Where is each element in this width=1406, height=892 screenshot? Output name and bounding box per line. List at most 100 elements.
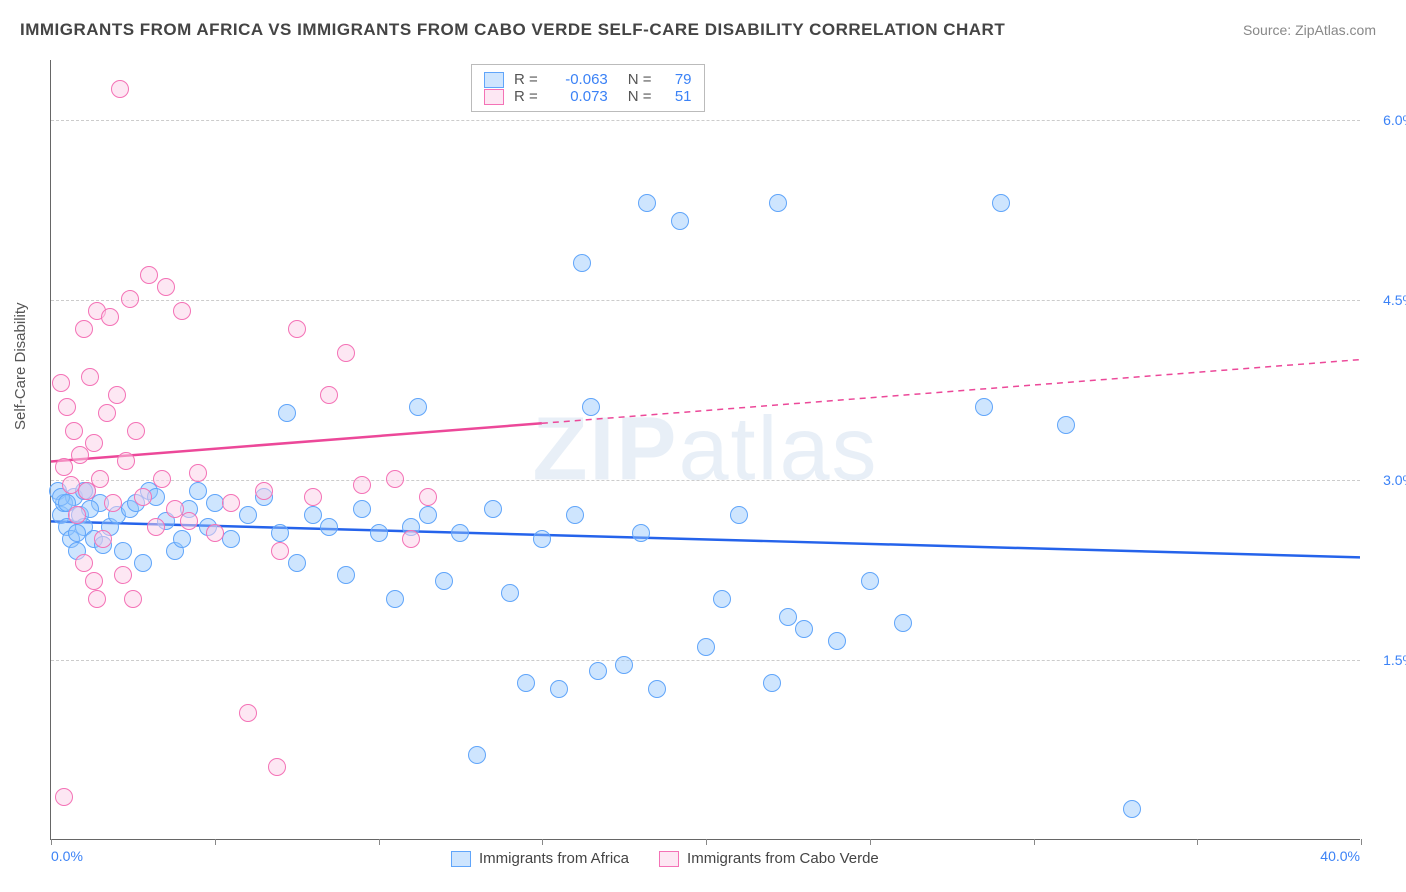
data-point: [671, 212, 689, 230]
data-point: [648, 680, 666, 698]
data-point: [62, 476, 80, 494]
data-point: [861, 572, 879, 590]
source-label: Source: ZipAtlas.com: [1243, 22, 1376, 38]
data-point: [52, 374, 70, 392]
grid-line-h: [51, 300, 1360, 301]
x-tick-mark: [706, 839, 707, 845]
x-axis-min-label: 0.0%: [51, 848, 83, 864]
data-point: [582, 398, 600, 416]
data-point: [320, 518, 338, 536]
data-point: [288, 554, 306, 572]
data-point: [222, 530, 240, 548]
data-point: [140, 266, 158, 284]
data-point: [91, 470, 109, 488]
data-point: [501, 584, 519, 602]
data-point: [127, 422, 145, 440]
data-point: [386, 590, 404, 608]
y-axis-label: Self-Care Disability: [12, 302, 29, 430]
data-point: [451, 524, 469, 542]
data-point: [795, 620, 813, 638]
data-point: [894, 614, 912, 632]
data-point: [75, 320, 93, 338]
data-point: [88, 590, 106, 608]
data-point: [55, 788, 73, 806]
data-point: [779, 608, 797, 626]
data-point: [992, 194, 1010, 212]
series-legend: Immigrants from Africa Immigrants from Ca…: [451, 850, 879, 867]
grid-line-h: [51, 120, 1360, 121]
data-point: [157, 278, 175, 296]
data-point: [370, 524, 388, 542]
data-point: [268, 758, 286, 776]
data-point: [271, 524, 289, 542]
data-point: [111, 80, 129, 98]
data-point: [484, 500, 502, 518]
data-point: [81, 368, 99, 386]
data-point: [58, 398, 76, 416]
data-point: [697, 638, 715, 656]
data-point: [239, 506, 257, 524]
data-point: [828, 632, 846, 650]
data-point: [180, 512, 198, 530]
data-point: [65, 422, 83, 440]
legend-row: R =-0.063N =79: [484, 71, 692, 88]
data-point: [730, 506, 748, 524]
data-point: [288, 320, 306, 338]
data-point: [638, 194, 656, 212]
data-point: [94, 530, 112, 548]
data-point: [114, 566, 132, 584]
data-point: [98, 404, 116, 422]
chart-title: IMMIGRANTS FROM AFRICA VS IMMIGRANTS FRO…: [20, 20, 1005, 40]
data-point: [68, 524, 86, 542]
data-point: [419, 506, 437, 524]
data-point: [713, 590, 731, 608]
data-point: [409, 398, 427, 416]
x-tick-mark: [51, 839, 52, 845]
data-point: [337, 566, 355, 584]
data-point: [304, 506, 322, 524]
y-tick-label: 3.0%: [1383, 472, 1406, 488]
x-tick-mark: [1034, 839, 1035, 845]
data-point: [117, 452, 135, 470]
data-point: [402, 530, 420, 548]
data-point: [85, 434, 103, 452]
data-point: [763, 674, 781, 692]
data-point: [386, 470, 404, 488]
data-point: [468, 746, 486, 764]
legend-swatch: [484, 89, 504, 105]
data-point: [121, 290, 139, 308]
x-tick-mark: [1197, 839, 1198, 845]
legend-swatch: [659, 851, 679, 867]
grid-line-h: [51, 480, 1360, 481]
data-point: [589, 662, 607, 680]
data-point: [134, 554, 152, 572]
legend-label: Immigrants from Cabo Verde: [687, 850, 879, 867]
legend-label: Immigrants from Africa: [479, 850, 629, 867]
x-axis-max-label: 40.0%: [1320, 848, 1360, 864]
legend-swatch: [451, 851, 471, 867]
data-point: [632, 524, 650, 542]
data-point: [517, 674, 535, 692]
data-point: [75, 554, 93, 572]
data-point: [304, 488, 322, 506]
data-point: [173, 302, 191, 320]
x-tick-mark: [1361, 839, 1362, 845]
x-tick-mark: [379, 839, 380, 845]
data-point: [206, 494, 224, 512]
data-point: [353, 476, 371, 494]
data-point: [55, 458, 73, 476]
y-tick-label: 4.5%: [1383, 292, 1406, 308]
y-tick-label: 6.0%: [1383, 112, 1406, 128]
data-point: [278, 404, 296, 422]
data-point: [271, 542, 289, 560]
x-tick-mark: [215, 839, 216, 845]
data-point: [239, 704, 257, 722]
legend-swatch: [484, 72, 504, 88]
data-point: [320, 386, 338, 404]
data-point: [114, 542, 132, 560]
data-point: [353, 500, 371, 518]
data-point: [85, 572, 103, 590]
trend-lines: [51, 60, 1360, 839]
data-point: [206, 524, 224, 542]
data-point: [573, 254, 591, 272]
